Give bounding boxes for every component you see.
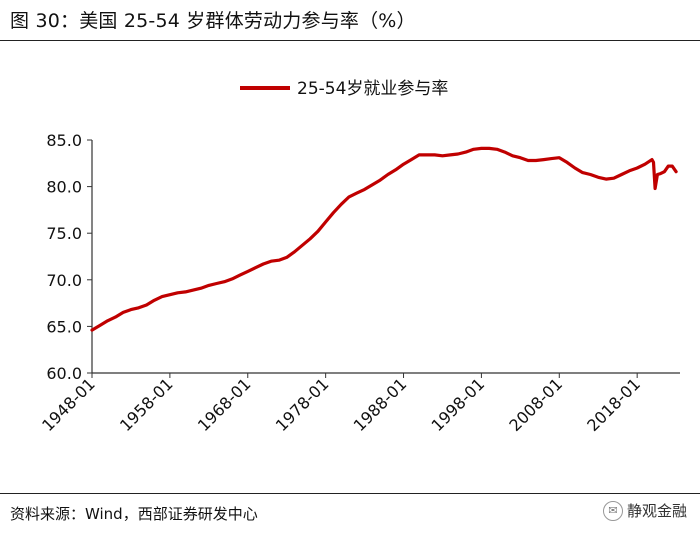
- watermark: ✉ 静观金融: [603, 500, 687, 521]
- y-tick-label: 85.0: [46, 131, 82, 150]
- y-tick-label: 80.0: [46, 178, 82, 197]
- x-tick-label: 2008-01: [505, 374, 566, 435]
- y-tick-label: 75.0: [46, 224, 82, 243]
- y-tick-label: 60.0: [46, 364, 82, 383]
- series-line: [90, 146, 678, 332]
- x-tick-label: 1968-01: [194, 374, 255, 435]
- x-tick-label: 1948-01: [38, 374, 99, 435]
- footer-rule: [0, 493, 700, 494]
- y-tick-label: 70.0: [46, 271, 82, 290]
- chart-title: 图 30：美国 25-54 岁群体劳动力参与率（%）: [10, 10, 416, 32]
- source-note: 资料来源：Wind，西部证券研发中心: [10, 505, 258, 523]
- legend-label: 25-54岁就业参与率: [297, 79, 448, 99]
- x-tick-label: 2018-01: [583, 374, 644, 435]
- line-chart: 60.0 65.0 70.0 75.0 80.0 85.0 1948-01 1958-01 19…: [38, 79, 680, 435]
- watermark-text: 静观金融: [627, 502, 688, 520]
- chat-bubble-icon: ✉: [603, 500, 623, 521]
- x-tick-label: 1988-01: [350, 374, 411, 435]
- y-tick-label: 65.0: [46, 317, 82, 336]
- x-tick-label: 1978-01: [272, 374, 333, 435]
- x-tick-label: 1958-01: [116, 374, 177, 435]
- header-rule: [0, 40, 700, 41]
- x-tick-label: 1998-01: [428, 374, 489, 435]
